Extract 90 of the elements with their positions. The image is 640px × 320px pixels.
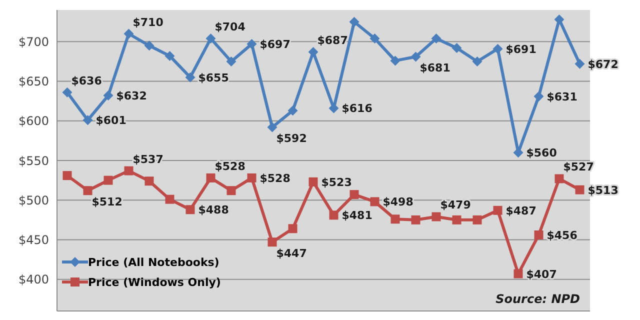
data-label: $691 <box>506 42 536 56</box>
point <box>574 58 585 69</box>
point <box>185 72 196 82</box>
point <box>390 56 400 66</box>
point <box>554 14 564 25</box>
data-label: $488 <box>198 204 229 217</box>
data-label: $687 <box>317 34 348 47</box>
data-label: $528 <box>260 172 290 185</box>
point <box>144 176 154 186</box>
y-tick-label: $700 <box>18 34 49 49</box>
annotation: Source: NPD <box>496 292 580 306</box>
legend-label: Price (All Notebooks) <box>88 256 220 268</box>
point <box>288 224 298 234</box>
data-label: $710 <box>132 16 164 29</box>
point <box>472 56 482 66</box>
data-label: $456 <box>546 228 578 242</box>
point <box>206 34 216 44</box>
point <box>104 176 113 185</box>
y-tick-label: $400 <box>18 272 49 287</box>
point <box>431 34 442 44</box>
point <box>514 269 523 278</box>
point <box>247 173 256 182</box>
data-label: $631 <box>546 90 578 104</box>
y-tick-label: $450 <box>18 232 49 247</box>
point <box>246 39 257 50</box>
point <box>493 206 502 215</box>
point <box>308 46 318 57</box>
data-label: $481 <box>342 209 372 222</box>
point <box>411 215 420 224</box>
point <box>226 56 236 66</box>
data-label: $537 <box>132 152 164 166</box>
point <box>472 215 482 224</box>
data-label: $655 <box>198 71 229 84</box>
point <box>62 171 72 180</box>
y-tick-label: $500 <box>18 193 49 208</box>
point <box>329 210 338 220</box>
point <box>308 177 318 186</box>
point <box>165 194 174 204</box>
point <box>350 190 359 200</box>
point <box>62 87 72 98</box>
point <box>288 106 298 116</box>
point <box>82 115 93 126</box>
point <box>575 185 584 194</box>
point <box>370 197 380 206</box>
data-label: $479 <box>440 198 471 212</box>
point <box>164 50 175 61</box>
point <box>186 205 195 214</box>
point <box>432 212 441 222</box>
data-label: $672 <box>588 58 618 71</box>
y-tick-label: $600 <box>18 114 49 128</box>
point <box>492 44 503 54</box>
y-tick-label: $550 <box>18 154 49 168</box>
point <box>267 122 278 132</box>
data-label: $498 <box>382 196 414 209</box>
point <box>124 28 134 39</box>
data-label: $447 <box>276 247 307 260</box>
data-label: $528 <box>214 160 246 173</box>
data-label: $697 <box>260 38 290 52</box>
point <box>554 174 564 184</box>
point <box>390 214 400 224</box>
point <box>83 186 92 196</box>
point <box>226 186 236 196</box>
point <box>268 238 277 247</box>
point <box>103 90 114 101</box>
data-label: $512 <box>92 196 122 209</box>
point <box>144 40 154 51</box>
data-label: $616 <box>342 102 373 116</box>
point <box>370 34 380 44</box>
data-label: $523 <box>321 176 352 189</box>
data-label: $592 <box>276 132 307 146</box>
point <box>124 166 134 176</box>
data-label: $632 <box>116 90 147 103</box>
data-label: $704 <box>214 20 246 34</box>
data-label: $487 <box>506 204 536 218</box>
y-tick-label: $650 <box>18 74 49 89</box>
point <box>452 215 462 224</box>
data-label: $560 <box>526 146 558 160</box>
point <box>534 91 544 102</box>
data-label: $681 <box>420 62 450 75</box>
point <box>349 16 360 27</box>
data-label: $636 <box>71 74 102 88</box>
point <box>410 52 421 62</box>
point <box>206 173 216 182</box>
data-label: $513 <box>588 184 618 197</box>
data-label: $527 <box>563 160 594 174</box>
legend-label: Price (Windows Only) <box>88 276 221 288</box>
point <box>534 230 544 240</box>
data-label: $407 <box>526 268 557 281</box>
data-label: $601 <box>96 114 126 128</box>
point <box>452 43 462 54</box>
